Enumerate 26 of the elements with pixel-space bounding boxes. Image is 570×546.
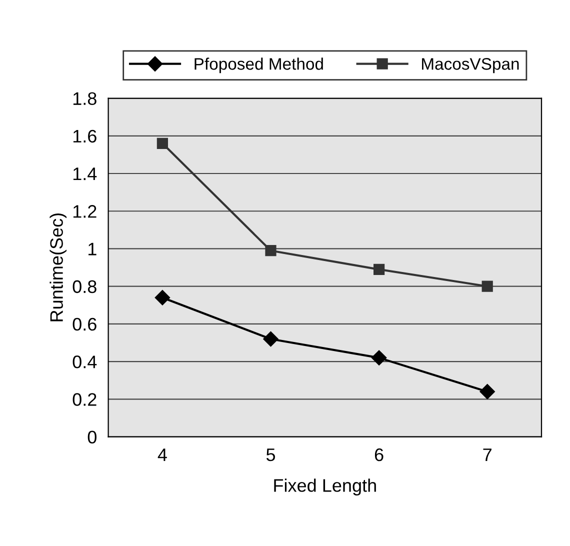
y-tick-label: 1.4 <box>73 168 97 180</box>
point <box>156 138 168 149</box>
y-tick-label: 0 <box>88 430 96 444</box>
legend-label: MacosVSpan <box>422 58 519 74</box>
y-tick-label: 0.8 <box>72 280 96 294</box>
point <box>373 264 385 275</box>
y-tick-label: 1.6 <box>73 130 96 143</box>
x-tick-label: 6 <box>374 448 384 462</box>
point <box>482 280 493 292</box>
x-tick-label: 5 <box>266 448 276 462</box>
point <box>263 331 278 347</box>
y-tick-label: 1.2 <box>73 205 96 218</box>
x-tick-label: 7 <box>483 448 492 461</box>
y-tick-label: 1.8 <box>73 92 96 105</box>
point <box>480 384 495 400</box>
y-tick-label: 0.4 <box>72 356 97 368</box>
point <box>154 290 170 306</box>
legend-label: Pfoposed Method <box>194 58 323 74</box>
x-tick-label: 4 <box>158 448 167 461</box>
x-axis-title: Fixed Length <box>274 478 376 496</box>
y-tick-label: 0.6 <box>72 318 96 331</box>
point <box>371 350 387 366</box>
y-tick-label: 0.2 <box>72 393 96 406</box>
y-axis-title: Runtime(Sec) <box>50 213 67 322</box>
y-tick-label: 1 <box>88 242 96 256</box>
point <box>265 245 276 256</box>
